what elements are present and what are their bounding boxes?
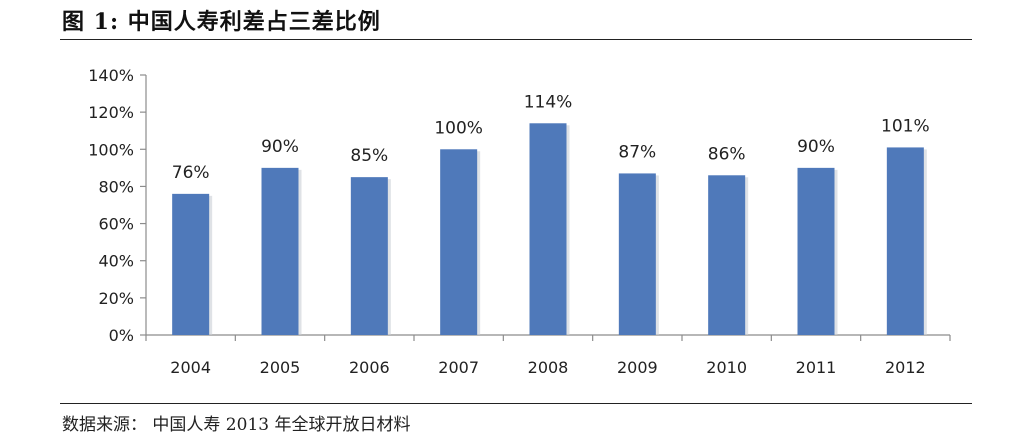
bar-value-label: 100% [434,118,483,138]
title-rule [60,39,972,40]
data-labels: 76% 90% 85% 100% 114% 87% 86% 90% 101% [172,92,930,183]
y-tick-label: 60% [98,215,134,234]
figure-title: 图 1: 中国人寿利差占三差比例 [62,9,381,35]
x-axis: 2004 2005 2006 2007 2008 2009 2010 2011 2012 [145,334,951,377]
x-tick-label: 2006 [349,358,390,377]
bar [529,123,567,336]
bar-value-label: 85% [350,146,388,166]
bar-value-label: 87% [618,142,656,162]
bar-value-label: 76% [172,163,210,183]
x-tick-label: 2010 [706,358,747,377]
bar [708,175,746,335]
x-tick-label: 2008 [528,358,569,377]
bar [440,149,478,335]
x-tick-label: 2009 [617,358,658,377]
bar-value-label: 114% [524,92,573,112]
bar [350,177,388,335]
y-axis: 0% 20% 40% 60% 80% 100% 120% 140% [88,66,147,345]
y-tick-label: 120% [88,103,134,122]
bar-value-label: 90% [261,137,299,157]
bar-value-label: 101% [881,116,930,136]
y-tick-label: 20% [98,289,134,308]
source-rule [60,403,972,404]
bar [618,173,656,335]
bar [797,167,835,335]
bar-value-label: 86% [708,144,746,164]
source-note: 数据来源： 中国人寿 2013 年全球开放日材料 [62,415,411,435]
y-tick-label: 80% [98,177,134,196]
y-tick-label: 40% [98,252,134,271]
bar [886,147,924,335]
bars [172,123,927,336]
bar-value-label: 90% [797,137,835,157]
x-tick-label: 2012 [885,358,926,377]
y-tick-label: 140% [88,66,134,85]
x-tick-label: 2004 [170,358,211,377]
x-tick-label: 2011 [796,358,837,377]
y-tick-label: 100% [88,140,134,159]
bar [172,193,210,335]
x-tick-label: 2005 [260,358,301,377]
bar [261,167,299,335]
y-tick-label: 0% [109,326,134,345]
x-tick-label: 2007 [438,358,479,377]
